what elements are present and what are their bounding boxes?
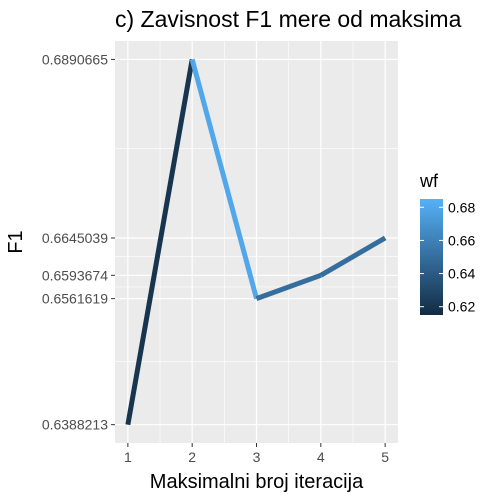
x-tick-label: 3 [253, 449, 261, 465]
line-segment [255, 272, 322, 301]
colorbar-tick-label: 0.66 [448, 232, 475, 248]
x-tick-label: 1 [124, 449, 132, 465]
colorbar-gradient [420, 199, 443, 315]
legend-colorbar: wf 0.62 0.64 0.66 0.68 [419, 171, 475, 315]
colorbar-tick-label: 0.64 [448, 266, 475, 282]
x-tick-label: 5 [381, 449, 389, 465]
y-tick-label: 0.6890665 [42, 51, 108, 67]
y-tick-label: 0.6561619 [42, 291, 108, 307]
axes: 1 2 3 4 5 0.6388213 0.6561619 0.6593674 0.664503… [42, 51, 389, 465]
x-tick-label: 2 [188, 449, 196, 465]
x-tick-label: 4 [317, 449, 325, 465]
colorbar-tick-label: 0.62 [448, 299, 475, 315]
legend-title: wf [419, 171, 439, 191]
colorbar-tick-label: 0.68 [448, 199, 475, 215]
x-axis-title: Maksimalni broj iteracija [150, 471, 364, 493]
y-tick-label: 0.6645039 [42, 230, 108, 246]
legend-ticks: 0.62 0.64 0.66 0.68 [420, 199, 475, 315]
chart-title: c) Zavisnost F1 mere od maksima [115, 6, 462, 32]
series-wf-line [125, 58, 387, 426]
line-segment [189, 58, 259, 300]
y-tick-label: 0.6388213 [42, 417, 108, 433]
y-tick-label: 0.6593674 [42, 267, 108, 283]
line-segment [125, 58, 195, 426]
y-axis-title: F1 [5, 230, 27, 253]
line-segment [319, 235, 387, 278]
